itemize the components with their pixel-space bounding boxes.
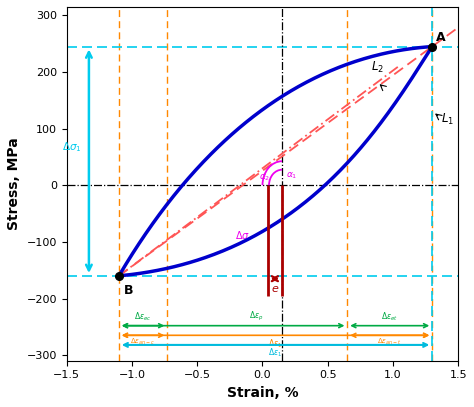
Text: $\Delta\varepsilon_1$: $\Delta\varepsilon_1$ [268, 337, 283, 350]
Text: $\alpha_1$: $\alpha_1$ [286, 171, 297, 181]
Text: B: B [124, 284, 134, 297]
Text: $\alpha_2$: $\alpha_2$ [259, 173, 270, 183]
Text: A: A [436, 31, 446, 44]
Text: $\Delta\varepsilon_1$: $\Delta\varepsilon_1$ [268, 347, 283, 359]
Text: $L_1$: $L_1$ [441, 112, 454, 127]
Text: $\Delta\varepsilon_{an-c}$: $\Delta\varepsilon_{an-c}$ [130, 337, 156, 347]
Text: $L_2$: $L_2$ [371, 60, 384, 75]
Text: $\Delta\varepsilon_{an-t}$: $\Delta\varepsilon_{an-t}$ [377, 337, 402, 347]
X-axis label: Strain, %: Strain, % [227, 386, 298, 400]
Text: $\Delta\varepsilon_p$: $\Delta\varepsilon_p$ [249, 310, 263, 324]
Text: $\Delta\sigma$: $\Delta\sigma$ [236, 229, 250, 241]
Text: e: e [272, 284, 278, 294]
Y-axis label: Stress, MPa: Stress, MPa [7, 138, 21, 230]
Text: $\Delta\sigma_1$: $\Delta\sigma_1$ [62, 140, 82, 154]
Text: $\Delta\varepsilon_{ec}$: $\Delta\varepsilon_{ec}$ [134, 311, 152, 324]
Text: $\Delta\varepsilon_{et}$: $\Delta\varepsilon_{et}$ [381, 311, 398, 324]
